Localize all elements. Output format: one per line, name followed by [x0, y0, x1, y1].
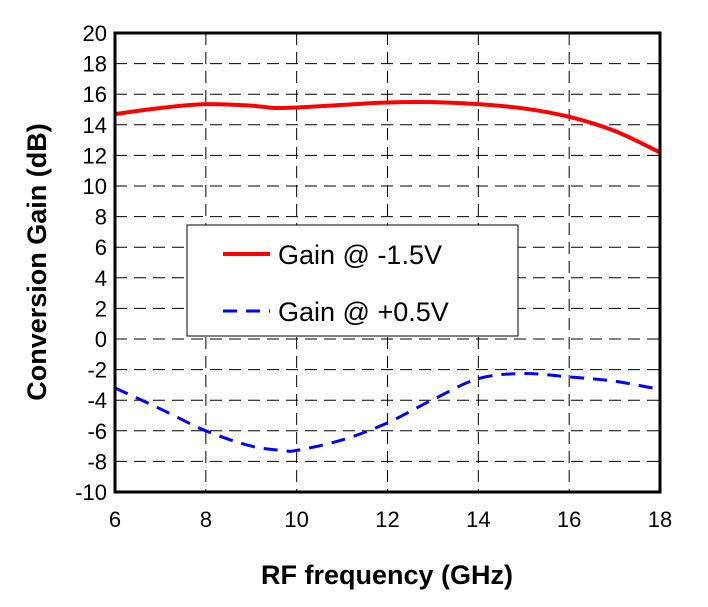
- plot-frame: [113, 31, 662, 494]
- y-tick-label: 14: [83, 113, 107, 138]
- y-tick-label: 10: [83, 174, 107, 199]
- series-line-2: [114, 372, 661, 453]
- y-tick-label: 6: [95, 235, 107, 260]
- y-tick-label: -2: [87, 358, 107, 383]
- y-tick-label: -8: [87, 449, 107, 474]
- legend-label-2: Gain @ +0.5V: [278, 297, 449, 327]
- y-tick-label: 20: [83, 21, 107, 46]
- y-tick-label: -10: [75, 480, 107, 505]
- x-tick-label: 6: [109, 507, 121, 532]
- x-axis-label: RF frequency (GHz): [261, 560, 513, 590]
- y-tick-label: 2: [95, 296, 107, 321]
- x-tick-label: 18: [648, 507, 672, 532]
- y-tick-label: 18: [83, 52, 107, 77]
- y-tick-label: -6: [87, 419, 107, 444]
- x-tick-label: 14: [466, 507, 490, 532]
- tick-labels: -10 -8 -6 -4 -2 0 2 4 6 8 10 12 14 16 18 20 6 8 10 12 14 16 18: [75, 21, 672, 532]
- series-line-1: [114, 100, 661, 155]
- x-tick-label: 10: [284, 507, 308, 532]
- legend-label-1: Gain @ -1.5V: [278, 240, 442, 270]
- x-tick-label: 8: [200, 507, 212, 532]
- legend-box: [186, 224, 519, 337]
- y-tick-label: 0: [95, 327, 107, 352]
- y-tick-label: 12: [83, 143, 107, 168]
- y-tick-label: 16: [83, 82, 107, 107]
- y-tick-label: 8: [95, 205, 107, 230]
- y-tick-label: 4: [95, 266, 107, 291]
- series-group: [114, 100, 661, 453]
- y-axis-label: Conversion Gain (dB): [22, 123, 52, 401]
- y-tick-label: -4: [87, 388, 107, 413]
- x-tick-label: 16: [557, 507, 581, 532]
- x-tick-label: 12: [375, 507, 399, 532]
- legend: Gain @ -1.5V Gain @ +0.5V: [186, 224, 519, 337]
